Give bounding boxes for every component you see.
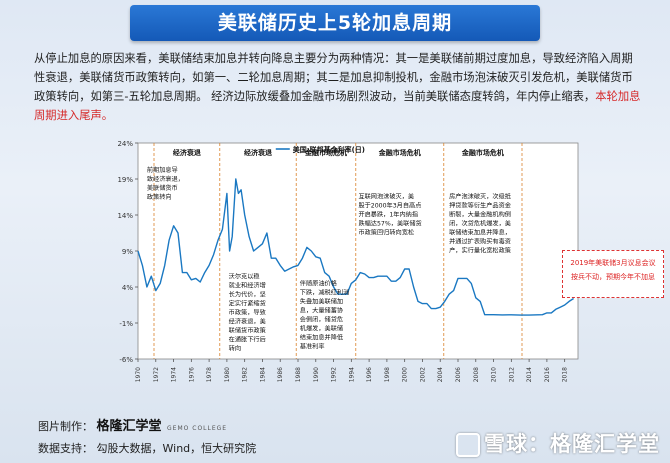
x-tick-label: 2012 (508, 367, 515, 382)
x-tick-label: 2006 (455, 367, 462, 382)
annotation-line: 沃尔克以稳 (229, 272, 260, 280)
annotation-line: 经济衰退，美 (229, 317, 266, 325)
x-tick-label: 1996 (366, 367, 373, 382)
phase-label: 金融市场危机 (461, 148, 504, 157)
brand-subtitle: GEMO COLLEGE (167, 425, 228, 432)
watermark-text: 雪球：格隆汇学堂 (484, 432, 660, 456)
annotation-line: 基准利率 (300, 343, 325, 351)
x-tick-label: 1992 (331, 367, 338, 382)
source-label: 图片制作： (38, 420, 93, 433)
annotation-line: 币政策回归转向宽松 (358, 228, 414, 236)
annotation-text: 房产泡沫破灭，次级抵押贷款等衍生产品资金断裂，大量金融机构倒闭，次贷危机爆发，美… (449, 192, 512, 254)
annotation-line: 息，大量储蓄协 (300, 307, 344, 315)
phase-label: 金融市场危机 (378, 148, 421, 157)
x-tick-label: 1972 (153, 367, 160, 382)
annotation-line: 伴随原油价格 (300, 280, 338, 288)
x-tick-label: 1980 (224, 367, 231, 382)
x-tick-label: 1998 (384, 367, 391, 382)
x-tick-label: 2008 (473, 367, 480, 382)
annotation-line: 房产泡沫破灭，次级抵 (449, 192, 511, 200)
annotation-line: 前期加息导 (147, 166, 178, 174)
note-line-2: 按兵不动，预期今年不加息 (571, 273, 655, 281)
annotation-line: 押贷款等衍生产品资金 (449, 201, 512, 209)
fed-funds-rate-chart: 24% 19% 14% 9% 4% -1% -6%1970 1972 1974 1976 1978 1… (117, 140, 579, 382)
y-tick-label: 24% (117, 140, 133, 148)
annotation-line: 长为代价，坚 (229, 290, 266, 298)
annotation-line: 就业和经济增 (229, 281, 266, 289)
x-tick-label: 1994 (348, 367, 355, 382)
x-tick-label: 2018 (562, 367, 569, 382)
annotation-line: 失叠加美联储加 (300, 298, 343, 306)
footer: 图片制作： 格隆汇学堂 GEMO COLLEGE 数据支持： 勾股大数据，Win… (38, 416, 256, 460)
y-tick-label: 4% (122, 284, 133, 292)
x-tick-label: 1970 (135, 367, 142, 382)
annotation-line: 币政策，导致 (229, 308, 266, 316)
annotation-line: 在通胀下行后 (229, 335, 266, 343)
phase-label: 金融市场危机 (304, 148, 347, 157)
xueqiu-watermark: 雪球：格隆汇学堂 (456, 428, 660, 458)
annotation-line: 并通过扩表购买有毒资 (449, 237, 511, 245)
annotation-line: 闭，次贷危机爆发，美 (449, 219, 511, 227)
x-tick-label: 2002 (419, 367, 426, 382)
annotation-line: 定实行紧缩货 (229, 299, 266, 307)
annotation-line: 政策转向 (147, 193, 172, 201)
source-row: 图片制作： 格隆汇学堂 GEMO COLLEGE (38, 416, 256, 438)
annotation-text: 伴随原油价格下跌，减税红利消失叠加美联储加息，大量储蓄协会倒闭，储贷危机爆发，美… (300, 280, 350, 351)
support-label: 数据支持： (38, 442, 93, 455)
phase-label: 经济衰退 (244, 148, 272, 157)
x-tick-label: 1976 (188, 367, 195, 382)
chart-container: 24% 19% 14% 9% 4% -1% -6% 1970 1972 1974 1976 1978 1… (108, 131, 663, 401)
x-tick-label: 1974 (171, 367, 178, 382)
x-tick-label: 1978 (206, 367, 213, 382)
x-tick-label: 2016 (544, 367, 551, 382)
intro-highlight: 本轮加息周期进入尾声。 (34, 90, 641, 122)
support-row: 数据支持： 勾股大数据，Wind，恒大研究院 (38, 438, 256, 460)
annotation-text: 前期加息导致经济衰退，美联储货币政策转向 (147, 166, 184, 201)
support-text: 勾股大数据，Wind，恒大研究院 (96, 442, 257, 455)
x-tick-label: 2010 (491, 367, 498, 382)
annotation-line: 转向 (229, 344, 241, 352)
annotation-text: 互联网泡沫破灭，美股于2000年3月自高点开启暴跌，1年内纳指跌幅达57%，美联… (358, 192, 421, 236)
brand-logo-text: 格隆汇学堂 (96, 419, 162, 434)
plot-area (137, 142, 579, 360)
annotation-line: 产，实行量化宽松政策 (449, 246, 511, 254)
x-tick-label: 1984 (259, 367, 266, 382)
annotation-line: 联储货币政策 (229, 326, 266, 334)
intro-paragraph: 从停止加息的原因来看，美联储结束加息并转向降息主要分为两种情况：其一是美联储前期… (34, 49, 644, 125)
y-tick-label: 19% (117, 176, 133, 184)
x-tick-label: 2004 (437, 367, 444, 382)
page-title: 美联储历史上5轮加息周期 (130, 5, 540, 41)
annotation-text: 沃尔克以稳就业和经济增长为代价，坚定实行紧缩货币政策，导致经济衰退，美联储货币政… (229, 272, 266, 352)
fed-funds-rate-line (137, 178, 574, 316)
annotation-line: 股于2000年3月自高点 (358, 201, 421, 209)
xueqiu-logo-icon (456, 433, 480, 457)
annotation-line: 致经济衰退， (147, 175, 184, 183)
x-tick-label: 1986 (277, 367, 284, 382)
y-tick-label: 14% (117, 212, 133, 220)
annotation-line: 断裂，大量金融机构倒 (449, 210, 511, 218)
y-tick-label: -6% (119, 356, 133, 364)
annotation-line: 会倒闭，储贷危 (300, 316, 343, 324)
note-box: 2019年美联储3月议息会议 按兵不动，预期今年不加息 (562, 250, 664, 298)
intro-text: 从停止加息的原因来看，美联储结束加息并转向降息主要分为两种情况：其一是美联储前期… (34, 52, 633, 103)
x-tick-label: 1982 (242, 367, 249, 382)
x-tick-label: 2000 (402, 367, 409, 382)
phase-label: 经济衰退 (173, 148, 201, 157)
annotation-line: 下跌，减税红利消 (300, 289, 350, 297)
annotation-line: 美联储货币 (147, 184, 178, 192)
annotation-line: 开启暴跌，1年内纳指 (358, 210, 418, 218)
annotation-line: 机爆发，美联储 (300, 325, 343, 333)
annotation-line: 互联网泡沫破灭，美 (358, 192, 414, 200)
y-tick-label: 9% (122, 248, 133, 256)
y-tick-label: -1% (119, 320, 133, 328)
annotation-line: 结束加息并降低 (300, 334, 343, 342)
x-tick-label: 1990 (313, 367, 320, 382)
annotation-line: 联储结束加息并降息， (449, 228, 511, 236)
annotation-line: 跌幅达57%，美联储货 (358, 219, 421, 227)
x-tick-label: 1988 (295, 367, 302, 382)
x-tick-label: 2014 (526, 367, 533, 382)
note-line-1: 2019年美联储3月议息会议 (570, 259, 656, 267)
legend-label: 美国:联邦基金利率(日) (293, 145, 365, 154)
